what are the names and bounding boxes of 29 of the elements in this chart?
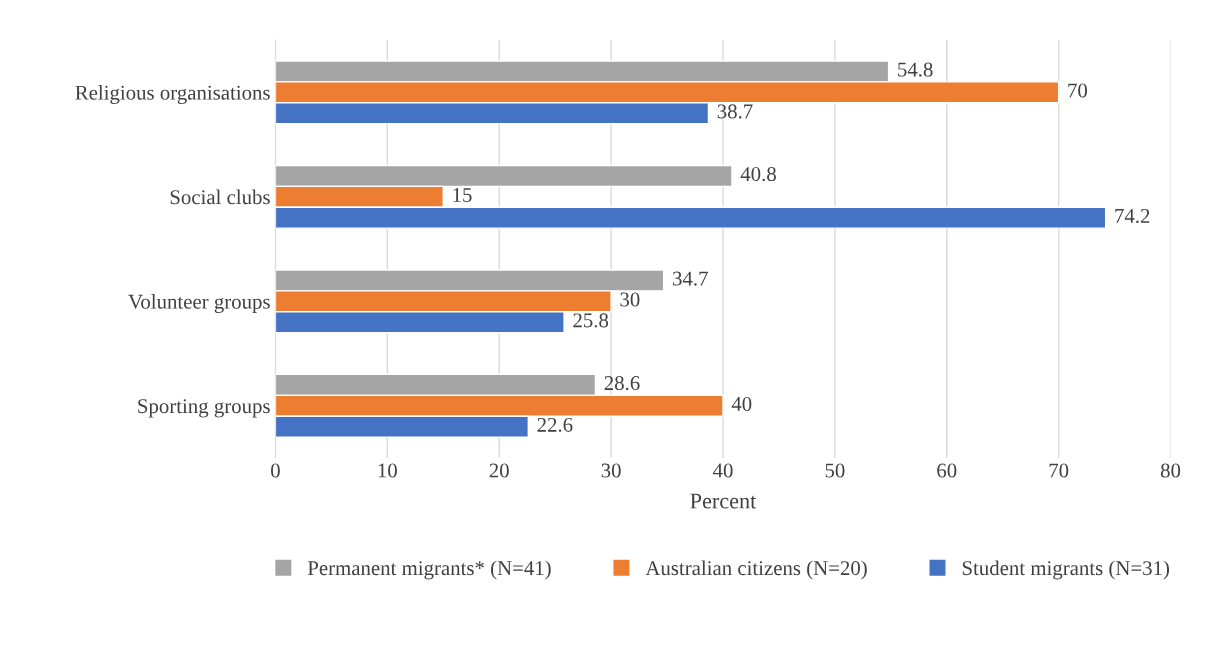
legend-label: Australian citizens (N=20) [645,560,867,580]
x-tick-label: 20 [489,463,509,478]
x-tick-label: 30 [601,463,621,478]
y-tick-label: Volunteer groups [128,294,270,313]
x-tick-label: 80 [1160,463,1181,478]
y-tick-label: Sporting groups [138,399,270,418]
data-label: 40.8 [740,167,776,182]
data-label: 54.8 [898,62,933,77]
y-tick-label: Religious organisations [75,85,270,105]
legend-label: Student migrants (N=31) [962,560,1170,580]
data-label: 22.6 [537,417,573,432]
x-tick-label: 70 [1049,463,1069,478]
legend-label: Permanent migrants* (N=41) [307,560,551,580]
data-label: 74.2 [1115,208,1150,223]
x-tick-label: 10 [378,463,397,478]
data-label: 38.7 [717,104,753,119]
data-label: 30 [620,292,640,307]
data-label: 28.6 [604,376,640,391]
data-label: 70 [1068,83,1088,98]
y-tick-label: Social clubs [170,189,270,205]
x-tick-label: 0 [271,463,280,478]
data-label: 34.7 [673,271,708,286]
x-tick-label: 40 [712,463,733,478]
data-label: 40 [731,396,752,411]
data-label: 25.8 [573,313,609,328]
x-tick-label: 50 [825,463,845,478]
x-axis-title: Percent [690,493,757,509]
x-tick-label: 60 [937,463,957,478]
data-label: 15 [453,188,472,202]
